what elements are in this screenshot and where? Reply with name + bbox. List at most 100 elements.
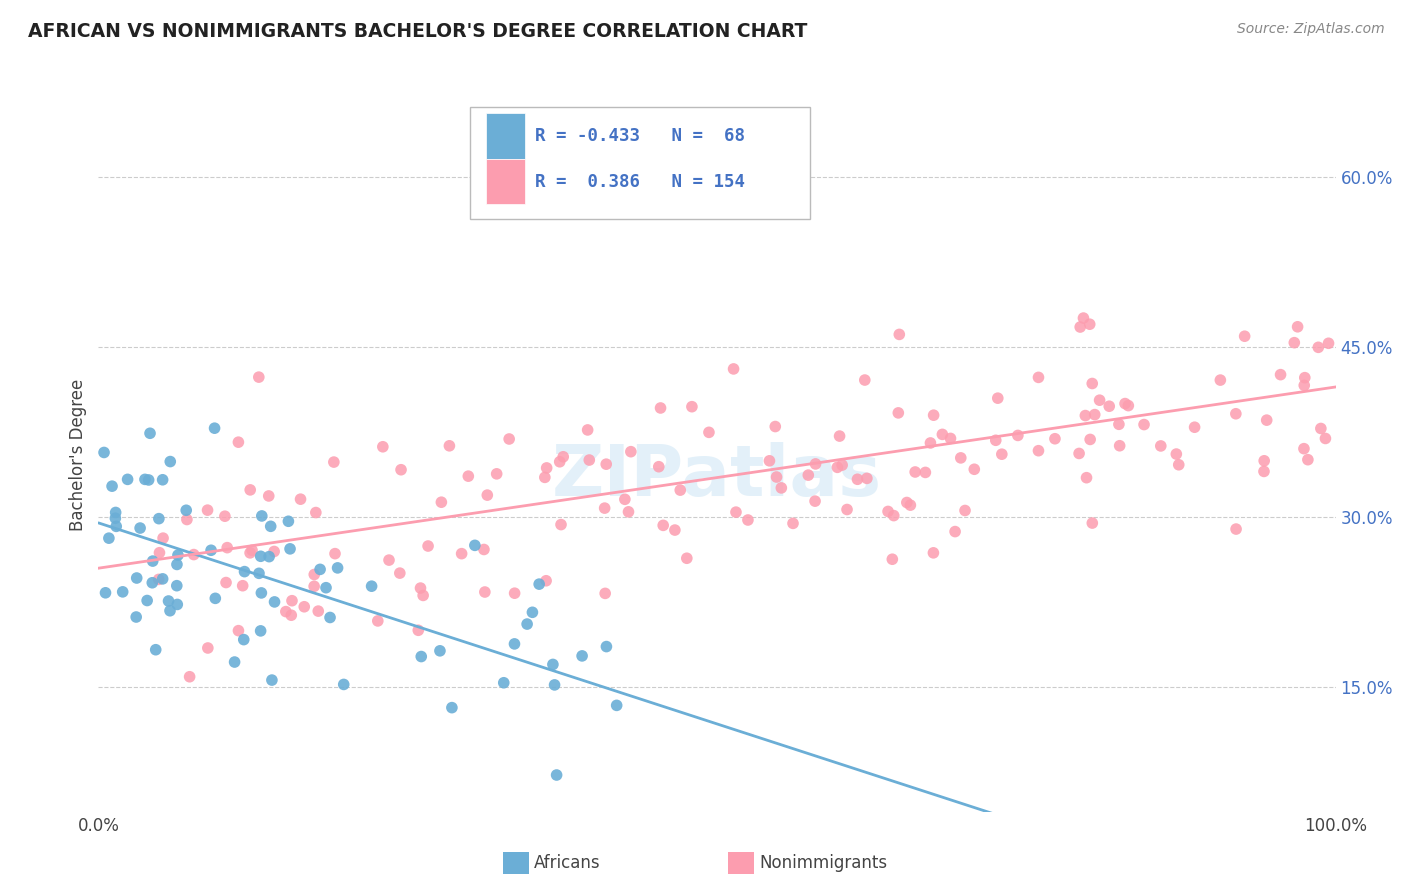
Point xyxy=(571,648,593,663)
Point xyxy=(931,427,953,442)
Point xyxy=(914,466,936,480)
Point xyxy=(797,468,820,483)
Point xyxy=(292,599,315,614)
Point xyxy=(1074,409,1097,423)
Point xyxy=(534,470,557,484)
FancyBboxPatch shape xyxy=(485,113,526,159)
Point xyxy=(429,644,451,658)
Point xyxy=(546,768,568,782)
Point xyxy=(159,454,181,468)
Point xyxy=(97,531,120,545)
Point xyxy=(534,574,557,588)
Point xyxy=(247,370,270,384)
Text: R =  0.386   N = 154: R = 0.386 N = 154 xyxy=(536,173,745,191)
Point xyxy=(174,503,197,517)
Point xyxy=(541,657,564,672)
Point xyxy=(367,614,389,628)
Point xyxy=(389,463,412,477)
Point xyxy=(1270,368,1292,382)
Point xyxy=(984,434,1007,448)
Point xyxy=(939,431,962,445)
Point xyxy=(263,595,285,609)
Point xyxy=(250,508,273,523)
FancyBboxPatch shape xyxy=(485,159,526,204)
Y-axis label: Bachelor's Degree: Bachelor's Degree xyxy=(69,379,87,531)
Point xyxy=(1078,317,1101,331)
Point xyxy=(215,575,238,590)
Point xyxy=(887,406,910,420)
Point xyxy=(148,573,170,587)
Point xyxy=(883,508,905,523)
Point xyxy=(1184,420,1206,434)
Point xyxy=(204,591,226,606)
Point xyxy=(922,546,945,560)
Point xyxy=(882,552,904,566)
Point xyxy=(134,472,156,486)
Text: Nonimmigrants: Nonimmigrants xyxy=(759,855,887,872)
Point xyxy=(214,509,236,524)
Point xyxy=(224,655,246,669)
Point xyxy=(94,586,117,600)
Point xyxy=(326,561,349,575)
Point xyxy=(991,447,1014,461)
Point xyxy=(307,604,329,618)
Point xyxy=(953,503,976,517)
Point xyxy=(250,586,273,600)
Point xyxy=(1284,335,1306,350)
Point xyxy=(101,479,124,493)
Point xyxy=(440,700,463,714)
Point xyxy=(1294,370,1316,384)
Point xyxy=(613,492,636,507)
Point xyxy=(527,577,550,591)
Text: ZIPatlas: ZIPatlas xyxy=(553,442,882,511)
Point xyxy=(724,505,747,519)
Point xyxy=(302,579,325,593)
Point xyxy=(152,572,174,586)
Point xyxy=(125,610,148,624)
Point xyxy=(553,450,575,464)
Point xyxy=(228,624,250,638)
Point xyxy=(920,436,942,450)
Point xyxy=(1098,399,1121,413)
Point xyxy=(498,432,520,446)
Point xyxy=(360,579,382,593)
Point xyxy=(439,439,461,453)
Point xyxy=(277,514,299,528)
Point xyxy=(503,637,526,651)
Point xyxy=(648,459,671,474)
Point xyxy=(378,553,401,567)
Point xyxy=(232,632,254,647)
Point xyxy=(1225,407,1247,421)
Point xyxy=(828,429,851,443)
Point xyxy=(408,624,430,638)
Point xyxy=(831,458,853,472)
Point xyxy=(1256,413,1278,427)
Point xyxy=(896,495,918,509)
Point xyxy=(782,516,804,531)
Point xyxy=(148,511,170,525)
Point xyxy=(1253,454,1275,468)
Point xyxy=(669,483,692,497)
Point xyxy=(233,565,256,579)
Point xyxy=(835,502,858,516)
Point xyxy=(457,469,479,483)
Point xyxy=(1294,378,1316,392)
Point xyxy=(522,605,544,619)
Point xyxy=(1069,320,1091,334)
Point xyxy=(117,472,139,486)
Point xyxy=(1225,522,1247,536)
Point xyxy=(723,362,745,376)
Point xyxy=(197,640,219,655)
Point xyxy=(949,450,972,465)
Point xyxy=(304,567,326,582)
Point xyxy=(409,581,432,595)
Point xyxy=(183,548,205,562)
Point xyxy=(804,457,827,471)
Point xyxy=(593,586,616,600)
Point xyxy=(125,571,148,585)
Point xyxy=(804,494,827,508)
Point xyxy=(474,585,496,599)
Point xyxy=(758,454,780,468)
Point xyxy=(388,566,411,581)
Point xyxy=(503,586,526,600)
